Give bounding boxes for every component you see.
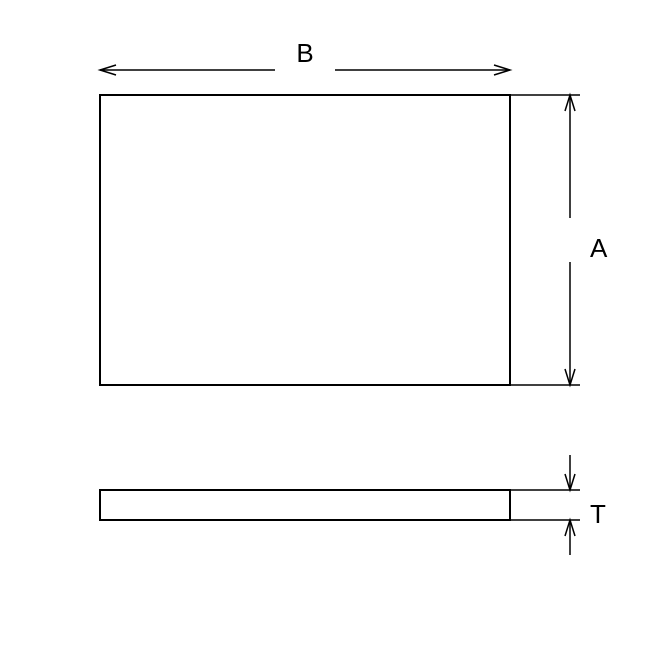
dimension-b-label: B — [296, 38, 313, 68]
dimension-a-label: A — [590, 233, 608, 263]
dimension-diagram: B A T — [0, 0, 670, 670]
dimension-t-label: T — [590, 499, 606, 529]
